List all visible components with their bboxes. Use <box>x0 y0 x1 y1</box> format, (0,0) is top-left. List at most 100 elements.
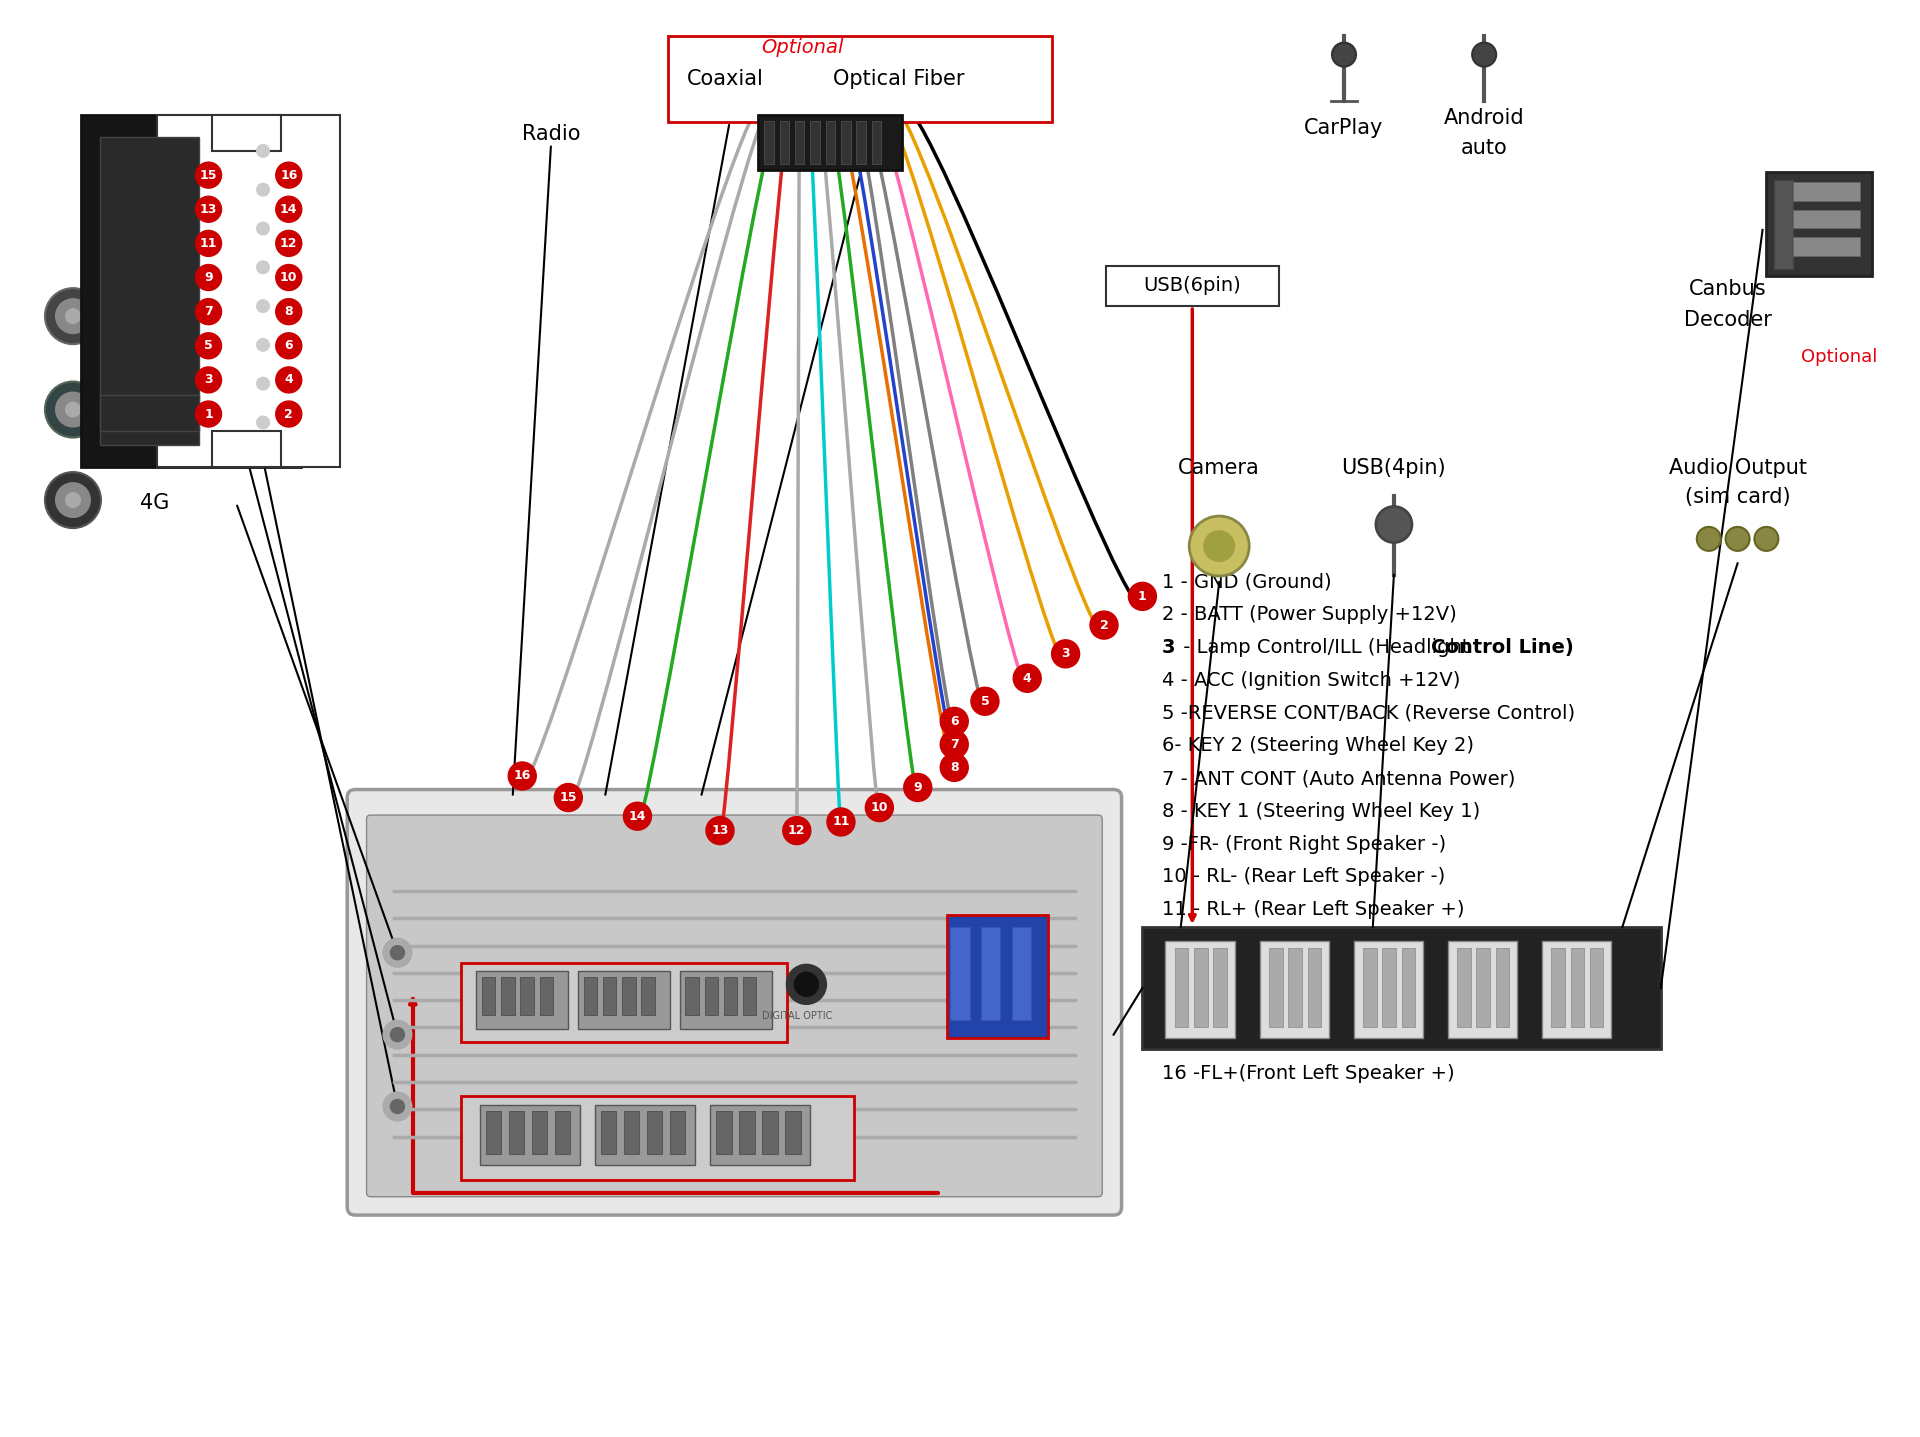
Bar <box>622 977 636 1015</box>
Text: Canbus: Canbus <box>1690 279 1766 299</box>
Text: 1: 1 <box>204 408 213 421</box>
Bar <box>81 115 301 467</box>
Circle shape <box>1697 527 1720 550</box>
Bar <box>578 971 670 1029</box>
Text: 5 -REVERSE CONT/BACK (Reverse Control): 5 -REVERSE CONT/BACK (Reverse Control) <box>1162 704 1574 723</box>
Circle shape <box>384 1092 411 1121</box>
Bar <box>1590 948 1603 1027</box>
Circle shape <box>255 221 271 236</box>
Text: 4 - ACC (Ignition Switch +12V): 4 - ACC (Ignition Switch +12V) <box>1162 671 1459 690</box>
Bar <box>947 915 1048 1038</box>
Text: Optional: Optional <box>762 37 843 57</box>
Circle shape <box>1726 527 1749 550</box>
Bar <box>795 121 804 164</box>
Circle shape <box>1129 582 1156 611</box>
Text: 4: 4 <box>1023 671 1031 685</box>
Bar <box>1354 941 1423 1038</box>
Circle shape <box>276 230 301 256</box>
Bar <box>100 395 200 431</box>
Bar <box>1542 941 1611 1038</box>
Circle shape <box>1052 639 1079 668</box>
Circle shape <box>390 946 405 960</box>
Circle shape <box>196 401 221 427</box>
Text: 8: 8 <box>950 760 958 775</box>
Circle shape <box>276 333 301 359</box>
Bar <box>647 1111 662 1154</box>
Circle shape <box>1377 506 1411 543</box>
Circle shape <box>255 338 271 352</box>
Bar <box>1793 237 1860 256</box>
Circle shape <box>783 816 810 845</box>
Text: 7: 7 <box>950 737 958 752</box>
Circle shape <box>56 481 90 519</box>
Text: 4G: 4G <box>140 493 169 513</box>
Text: 6: 6 <box>950 714 958 729</box>
Circle shape <box>196 230 221 256</box>
Circle shape <box>866 793 893 822</box>
Bar <box>1308 948 1321 1027</box>
Bar <box>641 977 655 1015</box>
Circle shape <box>1014 664 1041 693</box>
Bar <box>764 121 774 164</box>
Circle shape <box>1204 530 1235 562</box>
Bar <box>670 1111 685 1154</box>
Bar <box>1571 948 1584 1027</box>
Bar <box>785 1111 801 1154</box>
Text: 6: 6 <box>284 339 294 352</box>
Circle shape <box>276 264 301 290</box>
Circle shape <box>276 197 301 223</box>
Bar <box>872 121 881 164</box>
Bar <box>1766 172 1872 276</box>
FancyBboxPatch shape <box>348 789 1121 1216</box>
Text: 9 -FR- (Front Right Speaker -): 9 -FR- (Front Right Speaker -) <box>1162 835 1446 854</box>
Text: 16: 16 <box>513 769 532 783</box>
Circle shape <box>624 802 651 831</box>
Bar <box>1213 948 1227 1027</box>
Bar <box>780 121 789 164</box>
Bar <box>856 121 866 164</box>
Circle shape <box>255 299 271 313</box>
Circle shape <box>1188 516 1250 576</box>
Bar <box>480 1105 580 1165</box>
Text: 16: 16 <box>280 168 298 181</box>
Circle shape <box>196 366 221 392</box>
Circle shape <box>276 401 301 427</box>
Text: 2 - BATT (Power Supply +12V): 2 - BATT (Power Supply +12V) <box>1162 605 1457 624</box>
Bar <box>540 977 553 1015</box>
Bar <box>461 1096 854 1180</box>
Text: auto: auto <box>1461 138 1507 158</box>
Bar <box>1793 182 1860 201</box>
Text: 13: 13 <box>710 823 730 838</box>
Text: 4: 4 <box>284 374 294 387</box>
Text: 8: 8 <box>284 305 294 318</box>
Circle shape <box>255 376 271 391</box>
Text: DIGITAL OPTIC: DIGITAL OPTIC <box>762 1012 831 1020</box>
Circle shape <box>44 473 102 527</box>
Circle shape <box>390 1099 405 1114</box>
Circle shape <box>555 783 582 812</box>
Circle shape <box>196 333 221 359</box>
Circle shape <box>707 816 733 845</box>
Text: 14: 14 <box>280 203 298 216</box>
Circle shape <box>1755 527 1778 550</box>
Text: 12: 12 <box>787 823 806 838</box>
Circle shape <box>56 297 90 335</box>
Text: 12 - FR+ (Front Right Speaker +): 12 - FR+ (Front Right Speaker +) <box>1162 933 1484 951</box>
Bar <box>826 121 835 164</box>
Text: Audio Output: Audio Output <box>1668 458 1807 479</box>
Text: 13: 13 <box>200 203 217 216</box>
Circle shape <box>941 707 968 736</box>
Bar <box>1175 948 1188 1027</box>
Circle shape <box>384 1020 411 1049</box>
Text: 10: 10 <box>280 272 298 285</box>
Text: POWER: POWER <box>182 262 198 320</box>
Bar <box>739 1111 755 1154</box>
Bar <box>668 36 1052 122</box>
Circle shape <box>196 197 221 223</box>
Bar <box>100 137 200 445</box>
Bar <box>601 1111 616 1154</box>
Text: 7: 7 <box>204 305 213 318</box>
Circle shape <box>255 182 271 197</box>
Text: 10: 10 <box>870 800 889 815</box>
Text: 11: 11 <box>200 237 217 250</box>
